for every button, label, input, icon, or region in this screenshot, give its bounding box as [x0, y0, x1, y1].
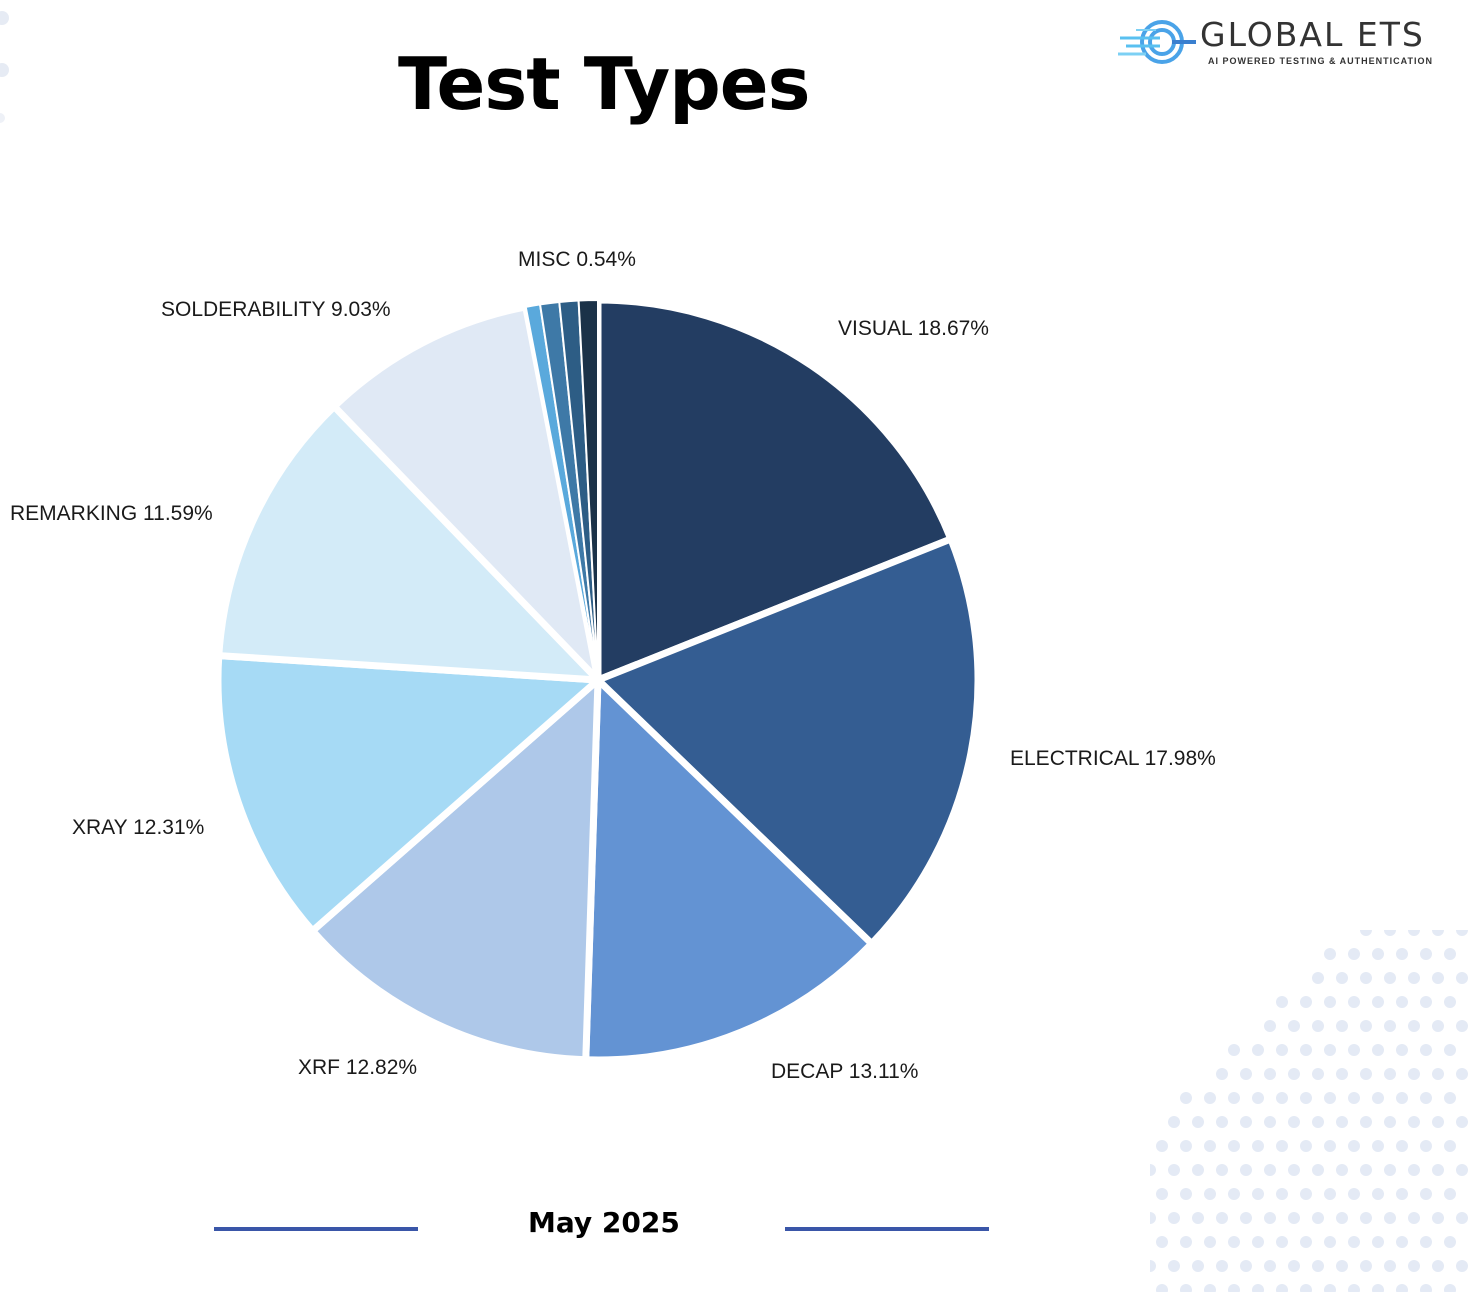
- slice-label-solderability: SOLDERABILITY 9.03%: [161, 298, 391, 321]
- slice-label-xrf: XRF 12.82%: [298, 1056, 417, 1079]
- pie-slice-misc: [577, 299, 599, 681]
- pie-slice-decap: [582, 676, 876, 1064]
- pie-slice-xray: [214, 652, 602, 935]
- slice-label-visual: VISUAL 18.67%: [838, 317, 989, 340]
- slice-label-decap: DECAP 13.11%: [771, 1060, 918, 1083]
- pie-slice-remarking: [215, 402, 602, 684]
- slice-label-xray: XRAY 12.31%: [72, 816, 204, 839]
- logo-mark-icon: [1118, 20, 1196, 64]
- global-ets-logo: GLOBAL ETS AI POWERED TESTING & AUTHENTI…: [1116, 14, 1456, 74]
- pie-slice-xrf: [309, 676, 602, 1064]
- slice-label-electrical: ELECTRICAL 17.98%: [1010, 747, 1216, 770]
- pie-slice-solderability: [330, 303, 602, 684]
- pie-slice-visual: [594, 296, 955, 684]
- pie-slice-electrical: [594, 535, 982, 948]
- report-date: May 2025: [528, 1206, 680, 1239]
- chart-title: Test Types: [398, 42, 810, 126]
- decorative-dot-pattern: [1144, 924, 1470, 1297]
- footer-divider-left: [214, 1227, 418, 1231]
- footer-divider-right: [785, 1227, 989, 1231]
- logo-brand-text: GLOBAL ETS: [1200, 15, 1425, 54]
- slice-label-remarking: REMARKING 11.59%: [10, 502, 213, 525]
- decorative-edge-dots: [0, 0, 20, 145]
- logo-tagline: AI POWERED TESTING & AUTHENTICATION: [1208, 56, 1433, 66]
- slice-label-misc: MISC 0.54%: [518, 248, 636, 271]
